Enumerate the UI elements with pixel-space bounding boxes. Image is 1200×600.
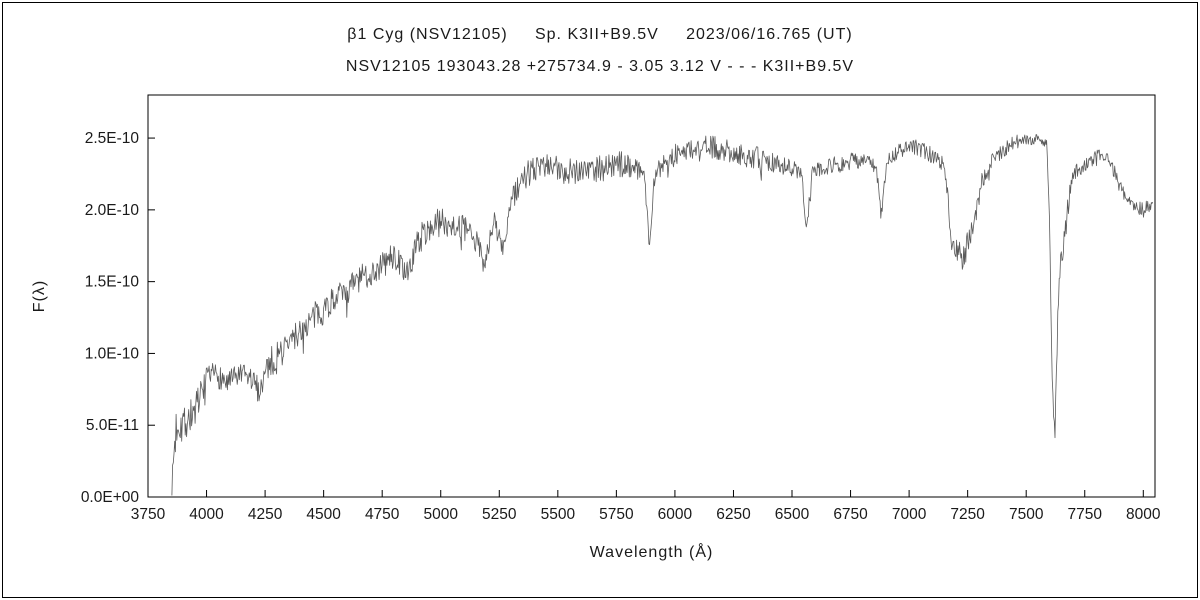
x-tick-label: 3750 bbox=[131, 506, 166, 523]
x-tick-label: 7750 bbox=[1068, 506, 1103, 523]
x-tick-label: 4000 bbox=[189, 506, 224, 523]
x-tick-label: 7000 bbox=[892, 506, 927, 523]
x-axis-label: Wavelength (Å) bbox=[589, 544, 714, 561]
y-tick-label: 1.0E-10 bbox=[85, 345, 140, 362]
chart-title-line1: β1 Cyg (NSV12105) Sp. K3II+B9.5V 2023/06… bbox=[347, 26, 853, 43]
x-tick-label: 6000 bbox=[658, 506, 693, 523]
x-tick-label: 7250 bbox=[950, 506, 985, 523]
x-tick-label: 4250 bbox=[248, 506, 283, 523]
x-tick-label: 4500 bbox=[306, 506, 341, 523]
y-axis-label: F(λ) bbox=[31, 279, 48, 313]
x-tick-label: 8000 bbox=[1126, 506, 1161, 523]
x-tick-label: 5250 bbox=[482, 506, 517, 523]
x-tick-label: 5500 bbox=[541, 506, 576, 523]
x-tick-label: 6250 bbox=[716, 506, 751, 523]
y-tick-label: 2.0E-10 bbox=[85, 202, 140, 219]
y-tick-label: 0.0E+00 bbox=[81, 489, 140, 506]
spectrum-line bbox=[171, 134, 1154, 496]
y-tick-label: 1.5E-10 bbox=[85, 274, 140, 291]
y-tick-label: 2.5E-10 bbox=[85, 130, 140, 147]
x-tick-label: 7500 bbox=[1009, 506, 1044, 523]
x-tick-label: 5750 bbox=[599, 506, 634, 523]
y-tick-label: 5.0E-11 bbox=[86, 417, 139, 434]
x-tick-label: 6500 bbox=[775, 506, 810, 523]
x-tick-label: 4750 bbox=[365, 506, 400, 523]
chart-title-line2: NSV12105 193043.28 +275734.9 - 3.05 3.12… bbox=[345, 58, 855, 75]
x-tick-label: 6750 bbox=[833, 506, 868, 523]
plot-area bbox=[147, 94, 1156, 498]
x-tick-label: 5000 bbox=[423, 506, 458, 523]
